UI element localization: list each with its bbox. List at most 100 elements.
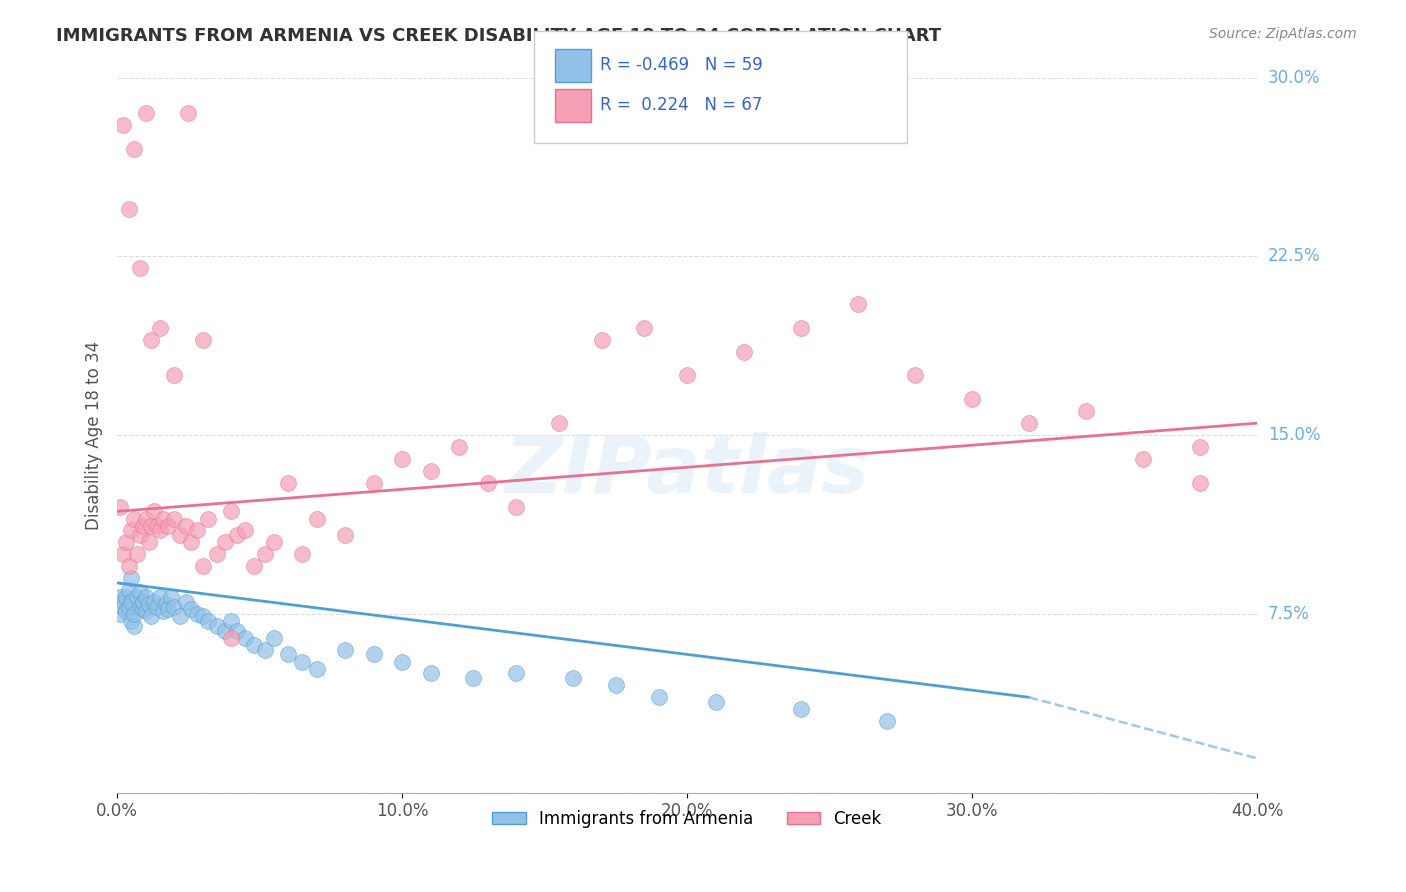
Point [124, 511, 146, 525]
Point [114, 535, 136, 549]
Point [146, 599, 169, 614]
Point [505, 500, 527, 514]
Point [419, 666, 441, 681]
Point [108, 500, 131, 514]
Y-axis label: Disability Age 18 to 34: Disability Age 18 to 34 [86, 341, 103, 530]
Point [160, 590, 183, 604]
Point [120, 571, 142, 585]
Point [191, 333, 214, 347]
Point [197, 511, 219, 525]
Point [155, 598, 177, 612]
Point [243, 638, 266, 652]
Point [149, 524, 172, 538]
Point [219, 614, 242, 628]
Point [363, 475, 385, 490]
Point [124, 142, 146, 156]
Point [733, 344, 755, 359]
Point [108, 590, 131, 604]
Point [143, 595, 166, 609]
Point [277, 648, 299, 662]
Point [117, 582, 139, 597]
Point [163, 511, 186, 525]
Text: R =  0.224   N = 67: R = 0.224 N = 67 [600, 96, 762, 114]
Point [205, 619, 228, 633]
Point [124, 619, 146, 633]
Point [149, 321, 172, 335]
Point [117, 599, 139, 614]
Point [363, 648, 385, 662]
Point [254, 642, 277, 657]
Point [219, 631, 242, 645]
Point [120, 595, 142, 609]
Point [333, 642, 356, 657]
Point [114, 605, 136, 619]
Point [463, 671, 485, 685]
Point [547, 416, 569, 430]
Point [225, 624, 247, 638]
Point [305, 511, 328, 525]
Point [177, 106, 200, 120]
Point [391, 655, 413, 669]
Point [205, 547, 228, 561]
Point [135, 605, 157, 619]
Point [120, 614, 142, 628]
Point [1132, 451, 1154, 466]
Point [225, 528, 247, 542]
Point [1188, 475, 1211, 490]
Text: IMMIGRANTS FROM ARMENIA VS CREEK DISABILITY AGE 18 TO 34 CORRELATION CHART: IMMIGRANTS FROM ARMENIA VS CREEK DISABIL… [56, 27, 942, 45]
Point [132, 595, 155, 609]
Point [235, 631, 257, 645]
Point [127, 590, 149, 604]
Point [790, 702, 813, 716]
Point [114, 590, 136, 604]
Point [790, 321, 813, 335]
Text: ZIPatlas: ZIPatlas [505, 432, 869, 510]
Point [1188, 440, 1211, 454]
Point [129, 599, 152, 614]
Point [141, 518, 163, 533]
Point [263, 631, 285, 645]
Point [704, 695, 727, 709]
Text: 15.0%: 15.0% [1268, 426, 1320, 444]
Point [169, 528, 191, 542]
Text: Source: ZipAtlas.com: Source: ZipAtlas.com [1209, 27, 1357, 41]
Point [152, 511, 174, 525]
Text: 30.0%: 30.0% [1268, 69, 1320, 87]
Point [127, 547, 149, 561]
Point [169, 609, 191, 624]
Point [197, 614, 219, 628]
Point [254, 547, 277, 561]
Point [124, 607, 146, 621]
Point [904, 368, 927, 383]
Point [291, 655, 314, 669]
Text: R = -0.469   N = 59: R = -0.469 N = 59 [600, 56, 763, 74]
Point [243, 559, 266, 574]
Point [117, 202, 139, 216]
Point [157, 602, 180, 616]
Point [277, 475, 299, 490]
Point [214, 535, 236, 549]
Point [138, 598, 160, 612]
Point [333, 528, 356, 542]
Point [263, 535, 285, 549]
Legend: Immigrants from Armenia, Creek: Immigrants from Armenia, Creek [486, 803, 889, 834]
Point [111, 599, 134, 614]
Point [191, 559, 214, 574]
Point [419, 464, 441, 478]
Point [960, 392, 983, 407]
Point [174, 595, 197, 609]
Point [647, 690, 669, 705]
Point [214, 624, 236, 638]
Point [180, 602, 202, 616]
Point [235, 524, 257, 538]
Point [191, 609, 214, 624]
Point [605, 678, 627, 692]
Point [163, 599, 186, 614]
Point [152, 605, 174, 619]
Point [305, 662, 328, 676]
Point [174, 518, 197, 533]
Point [141, 333, 163, 347]
Point [146, 518, 169, 533]
Point [505, 666, 527, 681]
Point [111, 118, 134, 132]
